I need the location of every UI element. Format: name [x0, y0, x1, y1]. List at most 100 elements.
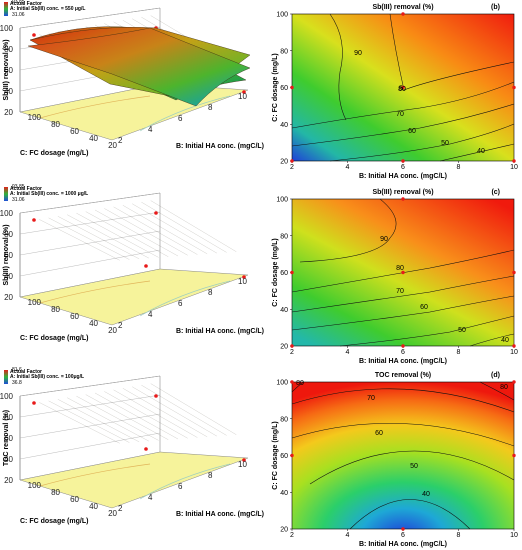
x-tick-label: 10 [510, 164, 518, 171]
design-point [401, 527, 405, 531]
design-point [290, 380, 294, 384]
design-point [401, 85, 405, 90]
color-max-label: 93.85 [12, 184, 25, 190]
z-gridline [19, 7, 161, 29]
z-tick-label: 100 [0, 209, 14, 218]
mesh-line [94, 392, 179, 440]
contour-label: 70 [396, 288, 404, 295]
y-tick-label: 40 [89, 134, 98, 143]
design-point [32, 401, 36, 405]
legend-color-bar [4, 187, 8, 201]
z-gridline [19, 230, 161, 256]
design-point [290, 344, 294, 348]
design-point [290, 85, 294, 90]
x-tick-label: 4 [346, 532, 350, 539]
color-min-label: 36.8 [12, 380, 22, 386]
x-tick-label: 2 [118, 321, 123, 330]
floor-projection [19, 268, 249, 326]
z-tick-label: 20 [4, 293, 13, 302]
legend-color-bar [4, 2, 8, 16]
mesh-line [122, 205, 208, 254]
design-point [32, 218, 36, 222]
legend-title: Actual Factor [10, 186, 42, 192]
contour-line [291, 388, 515, 413]
z-tick-label: 60 [4, 66, 13, 75]
z-gridline [19, 211, 161, 235]
contour-line [291, 381, 305, 393]
x-tick-label: 8 [208, 471, 213, 480]
design-point [242, 275, 246, 279]
design-point [401, 159, 405, 163]
z-tick-label: 60 [4, 251, 13, 260]
z-tick-label: 20 [4, 108, 13, 117]
design-point [290, 270, 294, 275]
y-tick-label: 20 [280, 527, 288, 534]
mesh-line [141, 202, 227, 253]
contour-label: 70 [367, 395, 375, 402]
y-tick-label: 80 [51, 305, 60, 314]
mesh-line [57, 216, 140, 259]
design-point [242, 458, 246, 462]
contour-label: 50 [410, 463, 418, 470]
x-tick-label: 6 [178, 299, 183, 308]
contour-line [349, 499, 471, 530]
y-axis-label: C: FC dosage (mg/L) [20, 335, 88, 342]
contour-line [339, 315, 515, 347]
contour-label: 60 [408, 128, 416, 135]
y-axis-label: C: FC dosage (mg/L) [272, 238, 279, 306]
contour-label: 50 [441, 140, 449, 147]
contour-label: 40 [501, 337, 509, 344]
z-axis-label: TOC removal (%) [3, 410, 10, 466]
mesh-line [113, 389, 198, 438]
contour-label: 90 [380, 236, 388, 243]
contour-label: 40 [477, 148, 485, 155]
y-tick-label: 20 [280, 344, 288, 351]
y-tick-label: 40 [280, 307, 288, 314]
x-axis-label: B: Initial HA conc. (mgC/L) [359, 541, 447, 548]
contour-field [291, 381, 515, 530]
y-tick-label: 40 [89, 502, 98, 511]
design-point [154, 211, 158, 215]
legend-title: Actual Factor [10, 1, 42, 7]
z-tick-label: 80 [4, 45, 13, 54]
mesh-line [85, 394, 169, 440]
contour-plot-d [290, 197, 516, 348]
x-tick-label: 2 [290, 164, 294, 171]
floor-projection [19, 83, 249, 141]
floor-contour [139, 280, 231, 317]
mesh-line [67, 214, 149, 259]
floor-contour [39, 463, 151, 487]
mesh-line [76, 213, 159, 258]
y-axis-label: C: FC dosage (mg/L) [272, 53, 279, 121]
z-gridline [19, 249, 161, 277]
y-tick-label: 80 [51, 488, 60, 497]
floor-contour [139, 463, 231, 500]
floor-contour [139, 95, 231, 132]
mesh-line [39, 219, 120, 261]
z-gridline [19, 394, 161, 418]
z-tick-label: 60 [4, 434, 13, 443]
contour-plot-f [290, 380, 516, 531]
mesh-line [104, 391, 188, 439]
z-tick-label: 100 [0, 392, 14, 401]
contour-label: 80 [398, 86, 406, 93]
y-tick-label: 60 [280, 85, 288, 92]
contour-line [291, 275, 515, 313]
y-tick-label: 100 [28, 113, 42, 122]
mesh-line [150, 383, 237, 435]
legend-title: Actual Factor [10, 369, 42, 375]
design-point [512, 344, 516, 348]
design-point [242, 90, 246, 94]
x-tick-label: 8 [457, 532, 461, 539]
floor-contour [39, 280, 151, 304]
mesh-line [132, 386, 217, 437]
mesh-line [113, 206, 198, 255]
color-max-label: 93.85 [12, 0, 25, 5]
design-point [512, 453, 516, 458]
z-tick-label: 40 [4, 455, 13, 464]
legend-factor: A: Initial Sb(III) conc. = 100μg/L [10, 374, 84, 380]
contour-label: 80 [500, 384, 508, 391]
y-tick-label: 60 [280, 270, 288, 277]
design-point [401, 270, 405, 275]
